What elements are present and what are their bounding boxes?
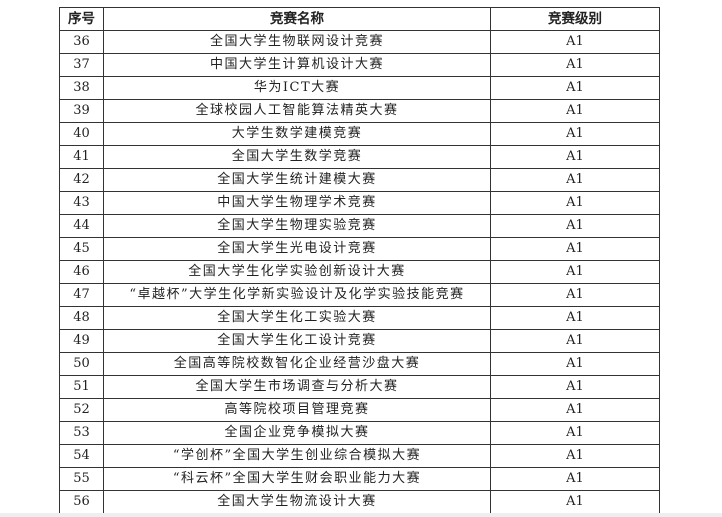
cell-no: 48 <box>59 306 104 330</box>
cell-level: A1 <box>490 398 660 422</box>
table-row: 54 “学创杯”全国大学生创业综合模拟大赛 A1 <box>59 444 660 468</box>
table-row: 42 全国大学生统计建模大赛 A1 <box>59 168 660 192</box>
cell-name: 华为ICT大赛 <box>103 76 491 100</box>
cell-level: A1 <box>490 375 660 399</box>
cell-level: A1 <box>490 214 660 238</box>
cell-no: 50 <box>59 352 104 376</box>
cell-level: A1 <box>490 260 660 284</box>
cell-name: 全球校园人工智能算法精英大赛 <box>103 99 491 123</box>
header-no: 序号 <box>59 7 104 31</box>
cell-no: 41 <box>59 145 104 169</box>
cell-no: 39 <box>59 99 104 123</box>
viewer-bottom-edge <box>0 513 722 517</box>
cell-level: A1 <box>490 237 660 261</box>
cell-level: A1 <box>490 191 660 215</box>
cell-no: 55 <box>59 467 104 491</box>
cell-name: “科云杯”全国大学生财会职业能力大赛 <box>103 467 491 491</box>
cell-level: A1 <box>490 467 660 491</box>
cell-level: A1 <box>490 306 660 330</box>
table-row: 55 “科云杯”全国大学生财会职业能力大赛 A1 <box>59 467 660 491</box>
table-row: 44 全国大学生物理实验竞赛 A1 <box>59 214 660 238</box>
cell-no: 44 <box>59 214 104 238</box>
cell-no: 54 <box>59 444 104 468</box>
cell-name: “卓越杯”大学生化学新实验设计及化学实验技能竞赛 <box>103 283 491 307</box>
table-row: 41 全国大学生数学竞赛 A1 <box>59 145 660 169</box>
header-name: 竞赛名称 <box>103 7 491 31</box>
cell-name: “学创杯”全国大学生创业综合模拟大赛 <box>103 444 491 468</box>
cell-no: 37 <box>59 53 104 77</box>
table-row: 36 全国大学生物联网设计竞赛 A1 <box>59 30 660 54</box>
cell-level: A1 <box>490 53 660 77</box>
cell-no: 42 <box>59 168 104 192</box>
cell-level: A1 <box>490 76 660 100</box>
cell-name: 高等院校项目管理竞赛 <box>103 398 491 422</box>
cell-level: A1 <box>490 99 660 123</box>
table-row: 40 大学生数学建模竞赛 A1 <box>59 122 660 146</box>
cell-name: 全国大学生化工实验大赛 <box>103 306 491 330</box>
cell-no: 51 <box>59 375 104 399</box>
cell-name: 全国大学生物理实验竞赛 <box>103 214 491 238</box>
table-row: 47 “卓越杯”大学生化学新实验设计及化学实验技能竞赛 A1 <box>59 283 660 307</box>
cell-level: A1 <box>490 444 660 468</box>
table-row: 53 全国企业竞争模拟大赛 A1 <box>59 421 660 445</box>
cell-name: 全国大学生光电设计竞赛 <box>103 237 491 261</box>
header-level: 竞赛级别 <box>490 7 660 31</box>
cell-no: 49 <box>59 329 104 353</box>
table-row: 51 全国大学生市场调查与分析大赛 A1 <box>59 375 660 399</box>
table-row: 45 全国大学生光电设计竞赛 A1 <box>59 237 660 261</box>
cell-name: 全国大学生数学竞赛 <box>103 145 491 169</box>
cell-no: 45 <box>59 237 104 261</box>
cell-no: 53 <box>59 421 104 445</box>
competition-table-container: 序号 竞赛名称 竞赛级别 36 全国大学生物联网设计竞赛 A1 37 中国大学生计算机设… <box>59 7 660 514</box>
cell-no: 47 <box>59 283 104 307</box>
cell-level: A1 <box>490 421 660 445</box>
cell-level: A1 <box>490 283 660 307</box>
cell-no: 46 <box>59 260 104 284</box>
cell-level: A1 <box>490 122 660 146</box>
table-row: 50 全国高等院校数智化企业经营沙盘大赛 A1 <box>59 352 660 376</box>
cell-no: 52 <box>59 398 104 422</box>
table-row: 52 高等院校项目管理竞赛 A1 <box>59 398 660 422</box>
table-row: 48 全国大学生化工实验大赛 A1 <box>59 306 660 330</box>
cell-name: 中国大学生物理学术竞赛 <box>103 191 491 215</box>
table-row: 37 中国大学生计算机设计大赛 A1 <box>59 53 660 77</box>
cell-no: 36 <box>59 30 104 54</box>
cell-level: A1 <box>490 490 660 514</box>
cell-name: 中国大学生计算机设计大赛 <box>103 53 491 77</box>
cell-level: A1 <box>490 329 660 353</box>
table-row: 39 全球校园人工智能算法精英大赛 A1 <box>59 99 660 123</box>
cell-level: A1 <box>490 168 660 192</box>
cell-no: 40 <box>59 122 104 146</box>
table-row: 49 全国大学生化工设计竞赛 A1 <box>59 329 660 353</box>
cell-name: 全国大学生物联网设计竞赛 <box>103 30 491 54</box>
cell-name: 全国大学生化学实验创新设计大赛 <box>103 260 491 284</box>
table-row: 43 中国大学生物理学术竞赛 A1 <box>59 191 660 215</box>
cell-name: 全国企业竞争模拟大赛 <box>103 421 491 445</box>
cell-level: A1 <box>490 145 660 169</box>
table-header-row: 序号 竞赛名称 竞赛级别 <box>59 7 660 31</box>
cell-name: 全国大学生物流设计大赛 <box>103 490 491 514</box>
table-row: 46 全国大学生化学实验创新设计大赛 A1 <box>59 260 660 284</box>
cell-no: 43 <box>59 191 104 215</box>
cell-level: A1 <box>490 352 660 376</box>
cell-name: 大学生数学建模竞赛 <box>103 122 491 146</box>
competition-table: 序号 竞赛名称 竞赛级别 36 全国大学生物联网设计竞赛 A1 37 中国大学生计算机设… <box>59 7 660 514</box>
table-row: 38 华为ICT大赛 A1 <box>59 76 660 100</box>
cell-name: 全国大学生化工设计竞赛 <box>103 329 491 353</box>
cell-no: 38 <box>59 76 104 100</box>
cell-no: 56 <box>59 490 104 514</box>
cell-name: 全国高等院校数智化企业经营沙盘大赛 <box>103 352 491 376</box>
cell-name: 全国大学生市场调查与分析大赛 <box>103 375 491 399</box>
table-row: 56 全国大学生物流设计大赛 A1 <box>59 490 660 514</box>
cell-name: 全国大学生统计建模大赛 <box>103 168 491 192</box>
cell-level: A1 <box>490 30 660 54</box>
